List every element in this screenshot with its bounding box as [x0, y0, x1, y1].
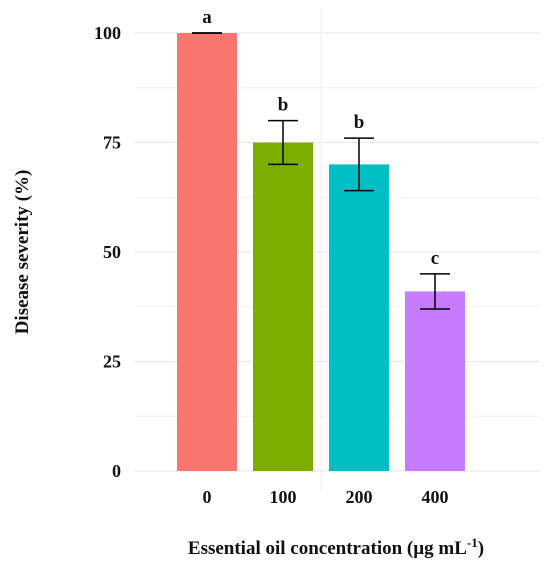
- significance-letter: b: [354, 112, 365, 133]
- x-tick-label: 400: [422, 487, 449, 507]
- significance-letter: c: [431, 248, 439, 269]
- bar-0: [177, 33, 237, 471]
- y-tick-label: 0: [112, 461, 121, 481]
- x-tick-labels: 0 100 200 400: [203, 487, 449, 507]
- error-bars: [192, 32, 450, 310]
- significance-letter: a: [202, 7, 212, 28]
- y-tick-labels: 0 25 50 75 100: [94, 23, 121, 481]
- bar-200: [329, 164, 389, 471]
- error-bar-100: [268, 119, 298, 166]
- y-tick-label: 50: [103, 242, 121, 262]
- bar-400: [405, 291, 465, 471]
- x-tick-label: 200: [346, 487, 373, 507]
- bar-100: [253, 142, 313, 471]
- significance-letters: a b b c: [202, 7, 439, 269]
- significance-letter: b: [278, 95, 289, 116]
- x-axis-title: Essential oil concentration (µg mL-1): [188, 535, 484, 559]
- y-tick-label: 100: [94, 23, 121, 43]
- y-tick-label: 75: [103, 133, 121, 153]
- x-axis-title-superscript: -1: [467, 535, 478, 550]
- x-axis-title-main: Essential oil concentration (µg mL: [188, 538, 467, 559]
- x-tick-label: 0: [203, 487, 212, 507]
- y-tick-label: 25: [103, 352, 121, 372]
- error-bar-400: [420, 273, 450, 310]
- x-axis-title-suffix: ): [478, 538, 484, 559]
- x-tick-label: 100: [270, 487, 297, 507]
- y-axis-title: Disease severity (%): [12, 170, 33, 335]
- bars: [177, 33, 465, 471]
- error-bar-200: [344, 137, 374, 192]
